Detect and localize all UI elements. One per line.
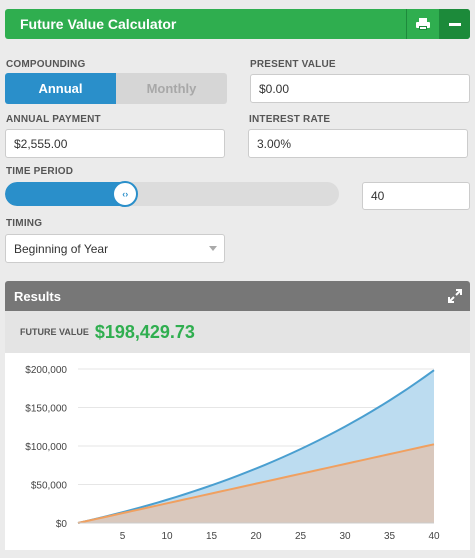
x-tick-label: 20 <box>250 531 262 542</box>
results-chart: $0 $50,000 $100,000 $150,000 $200,000 5 10 15 20… <box>5 353 470 550</box>
time-period-slider[interactable] <box>5 182 339 206</box>
results-header: Results <box>5 281 470 311</box>
present-value-input[interactable]: $0.00 <box>250 74 470 103</box>
future-value-amount: $198,429.73 <box>94 321 195 342</box>
interest-rate-input[interactable]: 3.00% <box>248 129 468 158</box>
annual-payment-input[interactable]: $2,555.00 <box>5 129 225 158</box>
slider-handle[interactable]: ‹› <box>112 181 139 207</box>
compounding-toggle: Annual Monthly <box>5 73 227 104</box>
compounding-label: COMPOUNDING <box>6 59 86 70</box>
y-tick-label: $200,000 <box>25 365 67 376</box>
series-1-line <box>77 443 435 524</box>
results-title: Results <box>14 288 61 304</box>
x-tick-label: 40 <box>428 531 440 542</box>
chevron-down-icon <box>209 246 217 251</box>
print-button[interactable] <box>406 9 439 39</box>
present-value-label: PRESENT VALUE <box>250 59 336 70</box>
time-period-label: TIME PERIOD <box>6 166 74 177</box>
future-value-row: FUTURE VALUE $198,429.73 <box>5 311 470 353</box>
x-tick-label: 35 <box>384 531 396 542</box>
time-period-input[interactable]: 40 <box>362 182 470 210</box>
x-tick-label: 5 <box>120 531 126 542</box>
minimize-button[interactable] <box>439 9 470 39</box>
compounding-monthly-option[interactable]: Monthly <box>116 73 227 104</box>
calculator-title: Future Value Calculator <box>20 16 177 32</box>
y-tick-label: $50,000 <box>31 481 68 492</box>
timing-select[interactable]: Beginning of Year <box>5 234 225 263</box>
drag-arrows-icon: ‹› <box>122 189 129 199</box>
x-tick-label: 25 <box>295 531 307 542</box>
y-tick-label: $0 <box>56 519 68 530</box>
expand-icon <box>448 289 462 303</box>
x-tick-label: 10 <box>161 531 173 542</box>
y-tick-label: $100,000 <box>25 442 67 453</box>
expand-button[interactable] <box>440 281 470 311</box>
print-icon <box>416 18 430 30</box>
interest-rate-label: INTEREST RATE <box>249 114 331 125</box>
x-tick-label: 15 <box>206 531 218 542</box>
series-0-line <box>77 369 435 524</box>
minus-icon <box>449 22 461 26</box>
y-tick-label: $150,000 <box>25 404 67 415</box>
compounding-annual-option[interactable]: Annual <box>5 73 116 104</box>
chart-svg: $0 $50,000 $100,000 $150,000 $200,000 5 10 15 20… <box>25 365 440 542</box>
slider-fill <box>5 182 126 206</box>
x-tick-label: 30 <box>339 531 351 542</box>
annual-payment-label: ANNUAL PAYMENT <box>6 114 101 125</box>
timing-label: TIMING <box>6 218 43 229</box>
future-value-label: FUTURE VALUE <box>20 327 89 337</box>
timing-select-value: Beginning of Year <box>14 241 109 256</box>
calculator-header: Future Value Calculator <box>5 9 470 39</box>
